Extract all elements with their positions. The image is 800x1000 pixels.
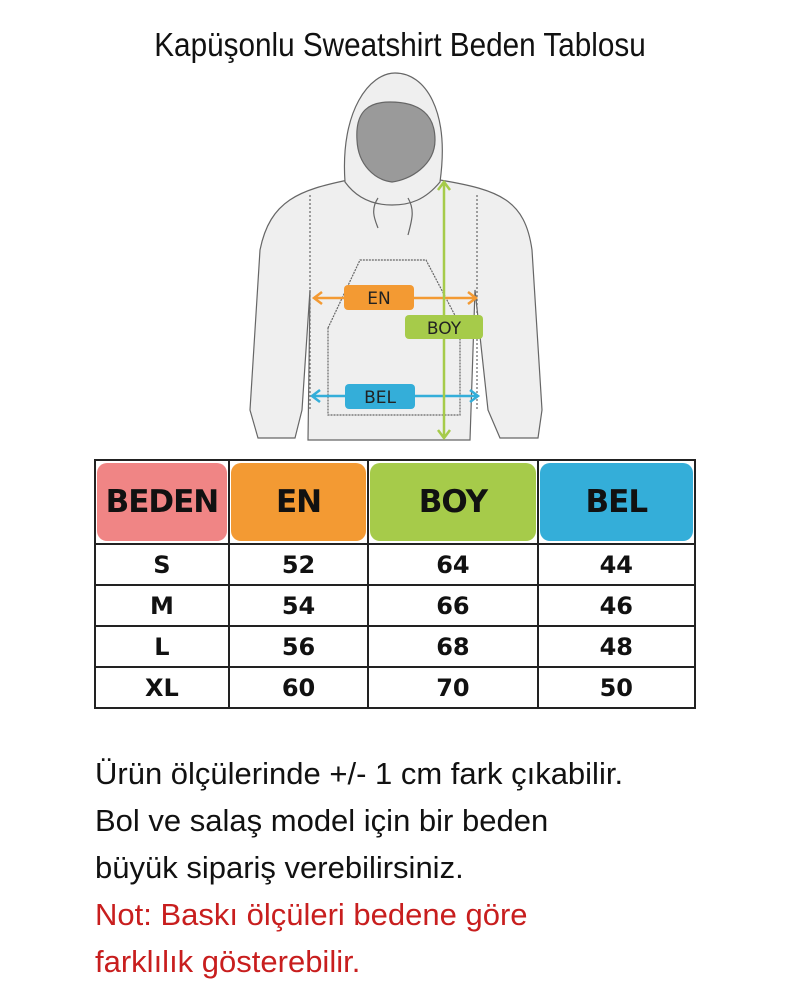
en-cell: 54 bbox=[227, 584, 370, 627]
bel-cell: 48 bbox=[536, 625, 697, 668]
size-table: BEDEN EN BOY BEL S 52 64 44 M 54 66 46 L… bbox=[94, 459, 697, 709]
size-cell: XL bbox=[94, 666, 230, 709]
boy-cell: 64 bbox=[367, 543, 539, 586]
boy-cell: 68 bbox=[367, 625, 539, 668]
en-cell: 56 bbox=[227, 625, 370, 668]
en-label: EN bbox=[367, 289, 390, 309]
table-header-row: BEDEN EN BOY BEL bbox=[94, 459, 697, 545]
bel-cell: 44 bbox=[536, 543, 697, 586]
header-en: EN bbox=[230, 463, 367, 541]
page-title: Kapüşonlu Sweatshirt Beden Tablosu bbox=[154, 26, 646, 63]
bel-cell: 50 bbox=[536, 666, 697, 709]
table-row: S 52 64 44 bbox=[94, 543, 697, 586]
size-cell: S bbox=[94, 543, 230, 586]
header-bel: BEL bbox=[539, 463, 693, 541]
header-boy: BOY bbox=[370, 463, 536, 541]
boy-cell: 66 bbox=[367, 584, 539, 627]
boy-measure-arrow bbox=[437, 179, 451, 441]
warning-line: Not: Baskı ölçüleri bedene göre bbox=[95, 897, 528, 932]
bel-cell: 46 bbox=[536, 584, 697, 627]
note-line: Bol ve salaş model için bir beden bbox=[95, 803, 549, 838]
boy-cell: 70 bbox=[367, 666, 539, 709]
warning-line: farklılık gösterebilir. bbox=[95, 944, 361, 979]
table-row: XL 60 70 50 bbox=[94, 666, 697, 709]
table-row: L 56 68 48 bbox=[94, 625, 697, 668]
size-cell: L bbox=[94, 625, 230, 668]
bel-label: BEL bbox=[364, 388, 396, 408]
note-line: büyük sipariş verebilirsiniz. bbox=[95, 850, 464, 885]
size-cell: M bbox=[94, 584, 230, 627]
en-cell: 52 bbox=[227, 543, 370, 586]
table-row: M 54 66 46 bbox=[94, 584, 697, 627]
boy-label: BOY bbox=[427, 319, 462, 339]
en-cell: 60 bbox=[227, 666, 370, 709]
notes: Ürün ölçülerinde +/- 1 cm fark çıkabilir… bbox=[95, 750, 623, 985]
hoodie-diagram: EN BOY BEL bbox=[249, 72, 543, 441]
header-beden: BEDEN bbox=[97, 463, 227, 541]
note-line: Ürün ölçülerinde +/- 1 cm fark çıkabilir… bbox=[95, 756, 624, 791]
